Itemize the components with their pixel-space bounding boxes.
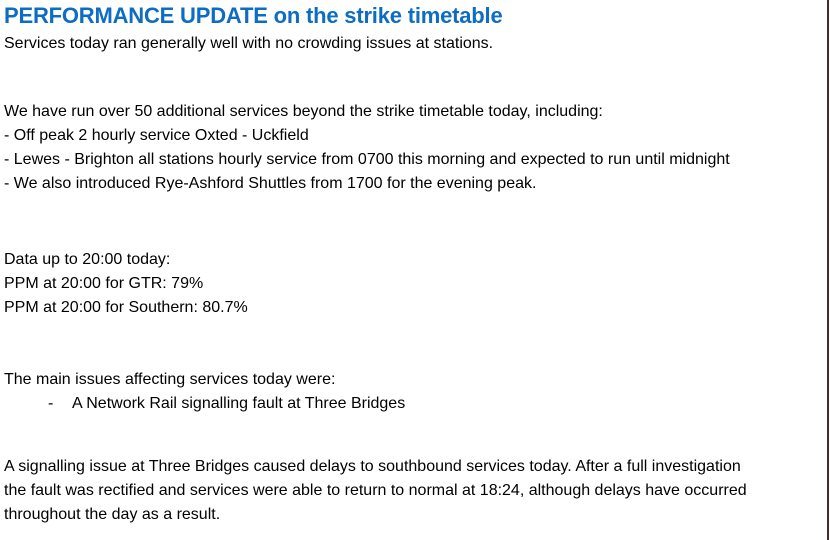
additional-services-lead: We have run over 50 additional services … [4,103,603,120]
main-issues-lead: The main issues affecting services today… [4,371,336,388]
list-item: - Lewes - Brighton all stations hourly s… [4,151,730,168]
closing-paragraph: A signalling issue at Three Bridges caus… [4,455,826,527]
page-edge-line [827,0,829,540]
closing-line: throughout the day as a result. [4,506,221,523]
page-title: PERFORMANCE UPDATE on the strike timetab… [4,3,503,28]
document-body: PERFORMANCE UPDATE on the strike timetab… [4,3,826,527]
closing-line: A signalling issue at Three Bridges caus… [4,458,741,475]
issue-list-item-text: A Network Rail signalling fault at Three… [72,395,406,412]
closing-line: the fault was rectified and services wer… [4,482,747,499]
ppm-gtr-value: PPM at 20:00 for GTR: 79% [4,275,204,292]
additional-services-section: We have run over 50 additional services … [4,100,826,196]
main-issues-section: The main issues affecting services today… [4,368,826,416]
ppm-southern-value: PPM at 20:00 for Southern: 80.7% [4,299,248,316]
list-item: - Off peak 2 hourly service Oxted - Uckf… [4,127,309,144]
ppm-data-up-to: Data up to 20:00 today: [4,251,171,268]
issue-list-item: - A Network Rail signalling fault at Thr… [4,392,826,416]
list-item: - We also introduced Rye-Ashford Shuttle… [4,175,537,192]
intro-text: Services today ran generally well with n… [4,35,494,52]
ppm-section: Data up to 20:00 today: PPM at 20:00 for… [4,248,826,320]
bullet-dash: - [48,395,54,412]
